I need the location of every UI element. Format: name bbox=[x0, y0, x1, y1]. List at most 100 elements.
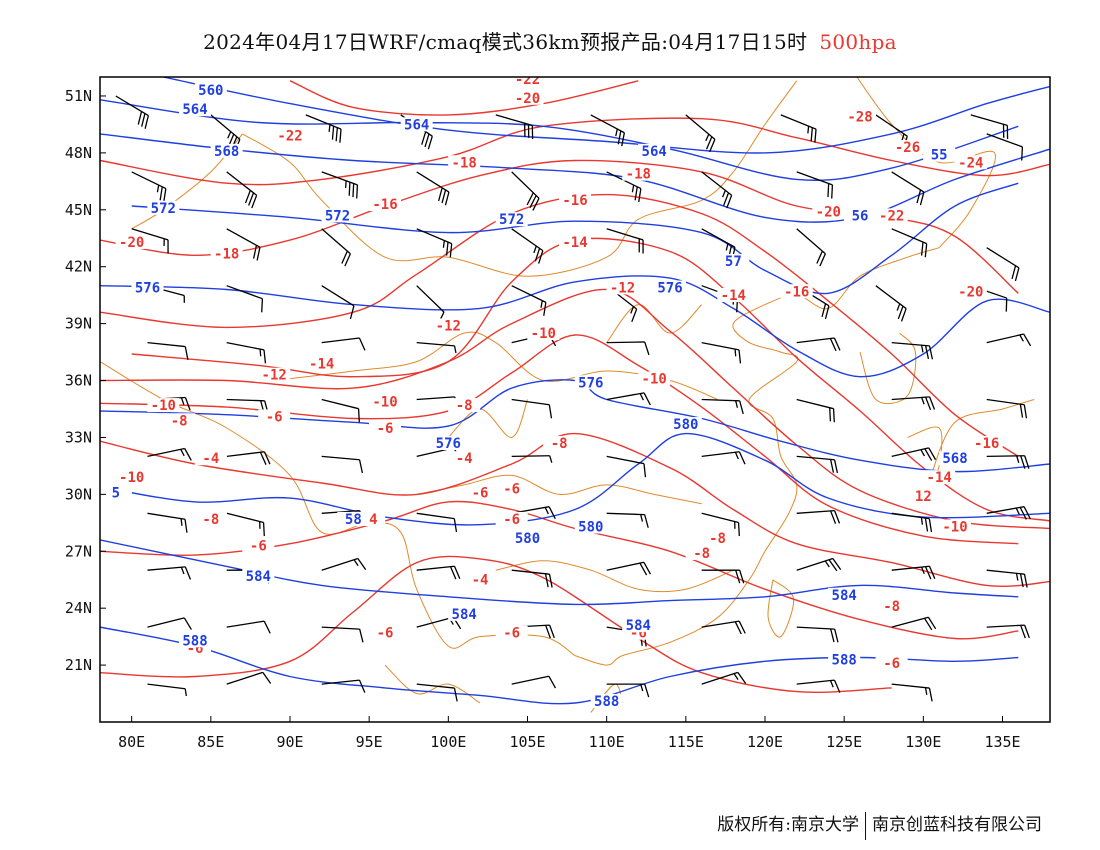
temperature-label: -6 bbox=[883, 656, 900, 672]
temperature-label: -10 bbox=[531, 326, 556, 342]
temperature-contour bbox=[289, 80, 639, 116]
height-label: 588 bbox=[182, 633, 207, 649]
label-knockout bbox=[432, 318, 465, 333]
wind-barb bbox=[796, 455, 839, 474]
wind-barb bbox=[115, 95, 150, 129]
height-contour bbox=[100, 432, 1050, 526]
map-title: 2024年04月17日WRF/cmaq模式36km预报产品:04月17日15时 5… bbox=[0, 26, 1100, 55]
wind-barb bbox=[147, 447, 192, 461]
temperature-label: -8 bbox=[171, 413, 188, 429]
wind-barb bbox=[511, 171, 540, 211]
wind-barb bbox=[416, 512, 458, 533]
wind-barb bbox=[511, 455, 553, 463]
temperature-contour bbox=[100, 500, 1019, 640]
height-label: 564 bbox=[642, 144, 667, 160]
height-label: 58 bbox=[345, 512, 362, 528]
footer-separator bbox=[865, 811, 866, 840]
wind-barb bbox=[321, 285, 355, 320]
label-knockout bbox=[448, 155, 481, 170]
temperature-label: -16 bbox=[562, 193, 587, 209]
label-knockout bbox=[606, 280, 639, 295]
wind-barb bbox=[891, 228, 928, 258]
wind-barb bbox=[511, 675, 557, 689]
label-knockout bbox=[321, 208, 354, 223]
label-knockout bbox=[828, 652, 861, 667]
height-label: 56 bbox=[852, 208, 869, 224]
label-knockout bbox=[622, 166, 655, 181]
height-label: 576 bbox=[657, 280, 682, 296]
label-knockout bbox=[875, 656, 908, 671]
label-knockout bbox=[844, 208, 876, 223]
label-knockout bbox=[954, 155, 987, 170]
label-knockout bbox=[923, 470, 956, 485]
label-knockout bbox=[258, 409, 291, 424]
temperature-contours bbox=[100, 80, 1050, 693]
height-label: 584 bbox=[452, 607, 477, 623]
temperature-label: -6 bbox=[503, 626, 520, 642]
label-knockout bbox=[131, 280, 164, 295]
boundary-line bbox=[767, 579, 795, 638]
lon-tick-label: 130E bbox=[905, 733, 941, 751]
wind-barb bbox=[606, 455, 647, 478]
label-knockout bbox=[432, 436, 465, 451]
temperature-contour bbox=[100, 555, 892, 693]
label-knockout bbox=[369, 197, 401, 211]
temperature-label: -4 bbox=[472, 573, 489, 589]
temperature-label: -12 bbox=[262, 368, 287, 384]
temperature-label: -6 bbox=[250, 538, 267, 554]
temperature-label: -18 bbox=[214, 246, 239, 262]
wind-barb bbox=[416, 171, 450, 206]
boundary-line bbox=[242, 80, 798, 277]
height-label: 572 bbox=[499, 212, 524, 228]
wind-barb bbox=[321, 337, 366, 351]
lat-tick-label: 24N bbox=[65, 599, 92, 617]
temperature-label: -22 bbox=[277, 129, 302, 145]
wind-barb bbox=[511, 569, 553, 588]
label-knockout bbox=[511, 90, 544, 105]
lat-tick-label: 33N bbox=[65, 428, 92, 446]
wind-barb bbox=[986, 247, 1020, 282]
temperature-label: -20 bbox=[958, 284, 983, 300]
temperature-label: -8 bbox=[202, 512, 219, 528]
label-knockout bbox=[495, 481, 528, 496]
wind-barb bbox=[701, 398, 744, 415]
temperature-label: -10 bbox=[151, 398, 176, 414]
label-knockout bbox=[448, 451, 481, 466]
wind-barb bbox=[986, 398, 1028, 419]
wind-barb bbox=[891, 171, 925, 206]
lat-tick-label: 30N bbox=[65, 485, 92, 503]
temperature-label: -22 bbox=[515, 72, 540, 88]
lon-tick-label: 105E bbox=[509, 733, 545, 751]
height-contour bbox=[100, 99, 1019, 181]
label-knockout bbox=[685, 546, 718, 561]
label-knockout bbox=[100, 485, 132, 500]
temperature-label: -10 bbox=[942, 520, 967, 536]
wind-barb bbox=[701, 451, 746, 465]
wind-barb bbox=[321, 171, 359, 199]
temperature-label: -6 bbox=[503, 482, 520, 498]
wind-barb bbox=[416, 683, 458, 702]
wind-barb bbox=[891, 341, 934, 360]
height-label: 588 bbox=[832, 652, 857, 668]
temperature-label: -14 bbox=[927, 470, 952, 486]
label-knockout bbox=[622, 618, 655, 633]
label-knockout bbox=[954, 284, 987, 299]
wind-barb bbox=[226, 620, 271, 634]
label-knockout bbox=[574, 375, 607, 390]
lon-tick-label: 120E bbox=[747, 733, 783, 751]
wind-barb bbox=[701, 512, 740, 537]
plot-frame bbox=[99, 76, 1051, 723]
lon-tick-label: 125E bbox=[826, 733, 862, 751]
label-knockout bbox=[464, 485, 496, 500]
temperature-label: -6 bbox=[503, 512, 520, 528]
wind-barb bbox=[970, 114, 1009, 139]
wind-barb bbox=[796, 398, 835, 423]
temperature-contour bbox=[131, 237, 1050, 522]
temperature-contour bbox=[100, 193, 1019, 457]
label-knockout bbox=[115, 234, 148, 249]
temperature-label: -8 bbox=[693, 546, 710, 562]
wind-barb bbox=[321, 398, 360, 423]
temperature-label: -22 bbox=[879, 208, 904, 224]
wind-barb bbox=[226, 285, 264, 313]
temperature-label: 12 bbox=[915, 489, 932, 505]
